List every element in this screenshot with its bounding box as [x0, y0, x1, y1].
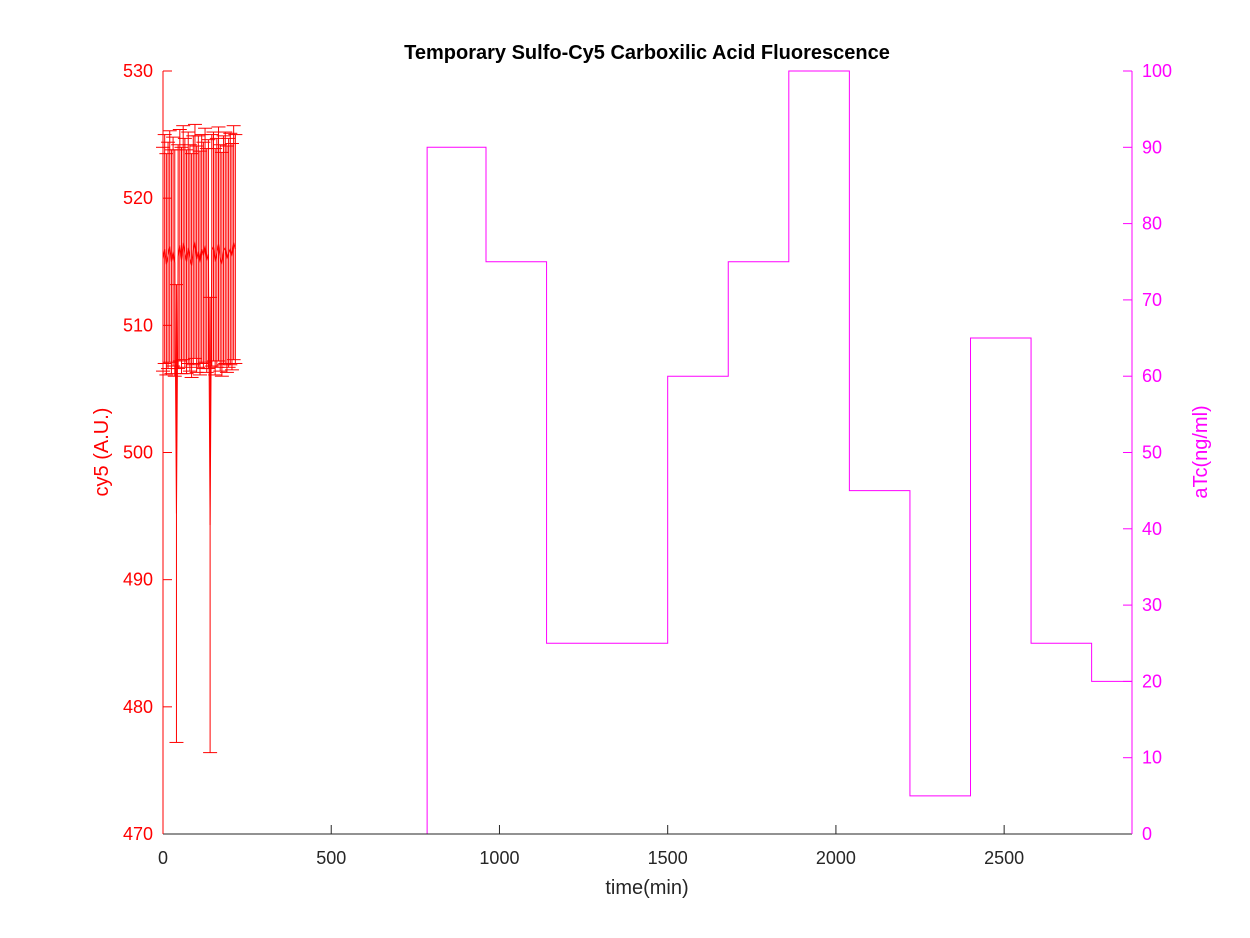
atc-step-line	[163, 70, 1132, 835]
y-right-tick-label: 50	[1142, 443, 1162, 463]
y-left-tick-label: 530	[123, 61, 153, 81]
plot-area	[163, 71, 1132, 834]
x-tick-label: 1500	[648, 848, 688, 868]
y-left-tick-label: 470	[123, 824, 153, 844]
y-left-tick-label: 520	[123, 188, 153, 208]
y-left-tick-label: 490	[123, 570, 153, 590]
y-right-tick-label: 30	[1142, 595, 1162, 615]
y-right-tick-label: 10	[1142, 748, 1162, 768]
y-right-tick-label: 0	[1142, 824, 1152, 844]
y-right-axis-label: aTc(ng/ml)	[1190, 405, 1212, 498]
x-tick-label: 2500	[984, 848, 1024, 868]
y-right-tick-label: 60	[1142, 366, 1162, 386]
y-left-tick-label: 480	[123, 697, 153, 717]
y-left-tick-label: 510	[123, 315, 153, 335]
y-left-tick-label: 500	[123, 443, 153, 463]
y-right-tick-label: 70	[1142, 290, 1162, 310]
chart-title: Temporary Sulfo-Cy5 Carboxilic Acid Fluo…	[404, 42, 890, 64]
y-right-tick-label: 90	[1142, 137, 1162, 157]
y-right-tick-label: 40	[1142, 519, 1162, 539]
y-left-axis-label: cy5 (A.U.)	[91, 408, 113, 497]
axis-lines	[162, 71, 1133, 835]
x-tick-label: 1000	[479, 848, 519, 868]
x-axis-label: time(min)	[605, 877, 688, 899]
x-tick-label: 0	[158, 848, 168, 868]
axis-ticks: 0 500 1000 1500 2000 250047048049050051052053…	[123, 61, 1172, 868]
x-tick-label: 500	[316, 848, 346, 868]
y-right-tick-label: 100	[1142, 61, 1172, 81]
series-marks	[156, 70, 1132, 835]
cy5-mean-line	[162, 241, 236, 525]
y-right-tick-label: 80	[1142, 214, 1162, 234]
y-right-tick-label: 20	[1142, 671, 1162, 691]
x-tick-label: 2000	[816, 848, 856, 868]
